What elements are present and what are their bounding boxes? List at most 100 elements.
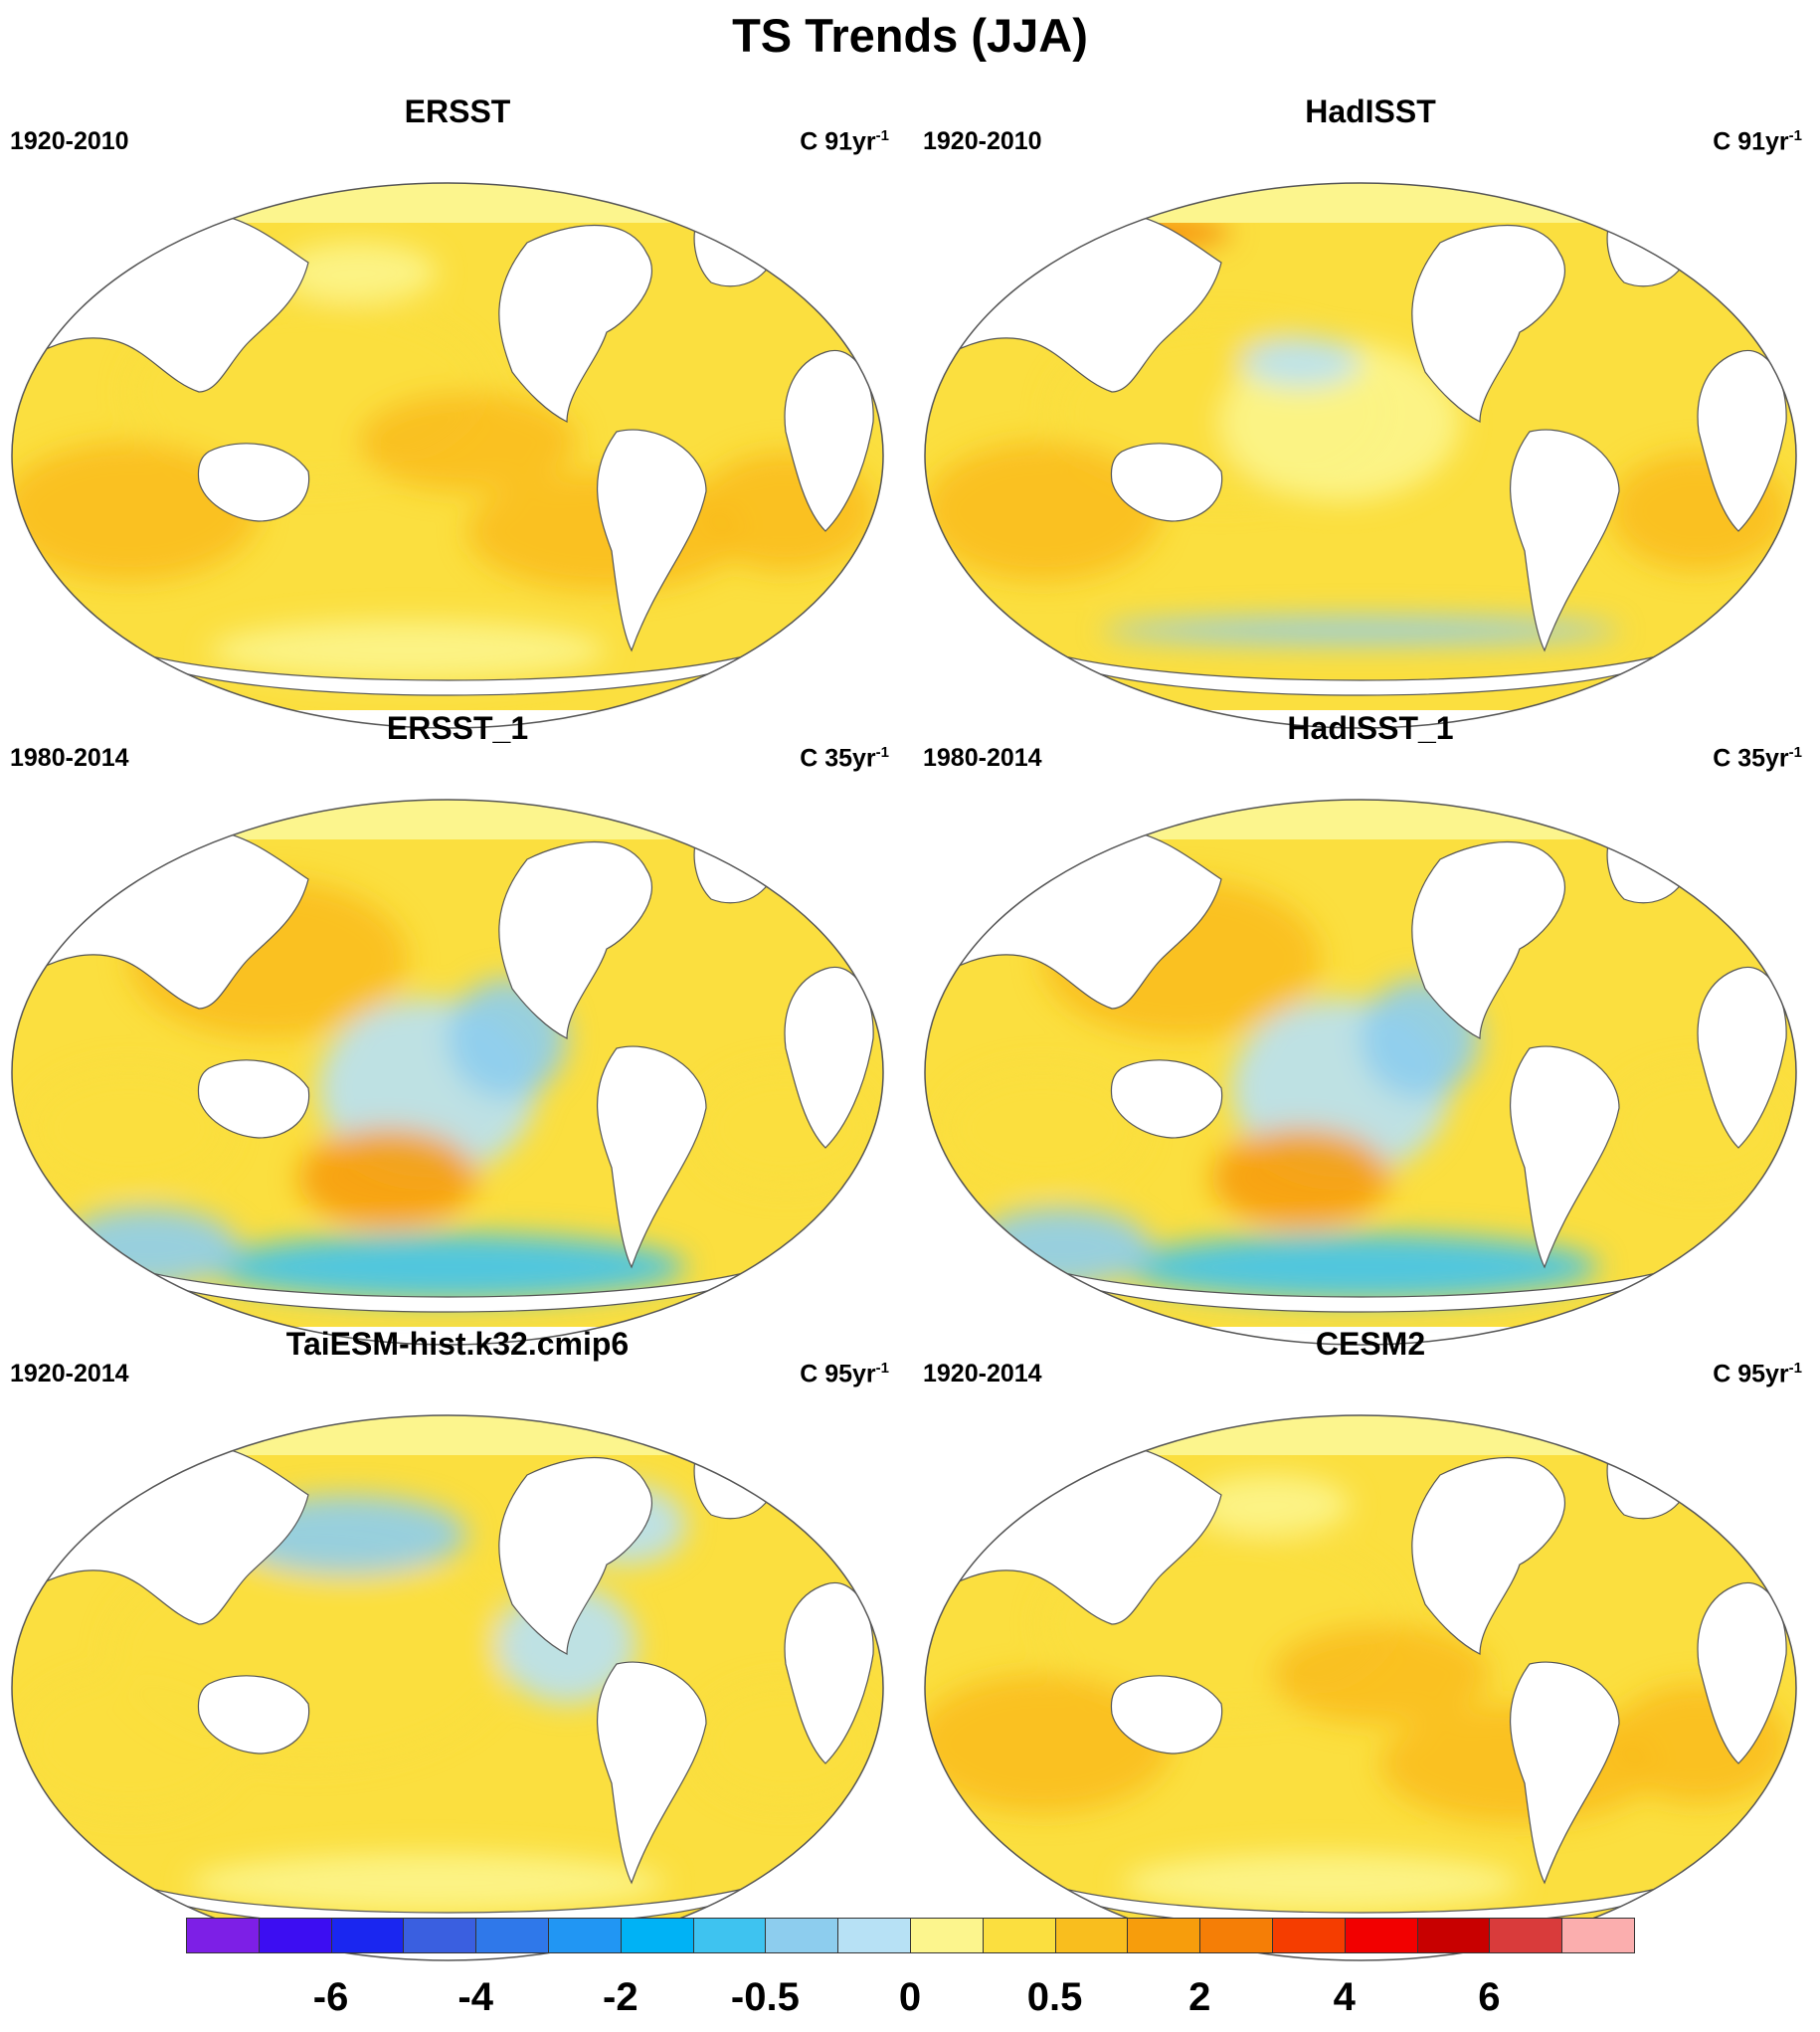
colorbar-swatch bbox=[765, 1918, 839, 1953]
map-outline bbox=[924, 182, 1797, 729]
colorbar-tick-label: -4 bbox=[457, 1975, 493, 2019]
panel-period: 1920-2010 bbox=[923, 127, 1042, 155]
map-svg bbox=[924, 1414, 1797, 1961]
map-outline bbox=[11, 799, 884, 1346]
units-value: 95yr bbox=[824, 1360, 876, 1388]
map-svg bbox=[11, 799, 884, 1346]
colorbar-swatch bbox=[258, 1918, 332, 1953]
units-exponent: -1 bbox=[1788, 127, 1802, 144]
trend-contour bbox=[1122, 1233, 1599, 1301]
land-north-america bbox=[498, 1457, 653, 1655]
land-north-america bbox=[1411, 225, 1566, 423]
units-prefix: C bbox=[1713, 744, 1738, 773]
panel-units: C 91yr-1 bbox=[800, 127, 889, 156]
panel-title: TaiESM-hist.k32.cmip6 bbox=[285, 1326, 630, 1362]
panel-period: 1980-2014 bbox=[10, 744, 129, 772]
colorbar-swatch bbox=[1127, 1918, 1201, 1953]
units-prefix: C bbox=[800, 127, 825, 156]
land-australia bbox=[1110, 1059, 1223, 1139]
units-value: 91yr bbox=[824, 127, 876, 156]
panel-period: 1920-2010 bbox=[10, 127, 129, 155]
colorbar-swatch bbox=[1416, 1918, 1491, 1953]
units-prefix: C bbox=[800, 1360, 825, 1388]
arctic-band bbox=[925, 800, 1796, 839]
panel-period: 1920-2014 bbox=[10, 1360, 129, 1387]
panel-units: C 35yr-1 bbox=[800, 744, 889, 773]
trend-contour bbox=[1122, 1853, 1520, 1913]
colorbar-tick-label: -2 bbox=[603, 1975, 638, 2019]
panel-period: 1980-2014 bbox=[923, 744, 1042, 772]
map-outline bbox=[11, 1414, 884, 1961]
map-panel: ERSST 1920-2010 C 91yr-1 bbox=[10, 93, 905, 729]
trend-contour bbox=[12, 442, 259, 581]
panel-title: ERSST_1 bbox=[386, 710, 529, 746]
panel-period: 1920-2014 bbox=[923, 1360, 1042, 1387]
map-panel: ERSST_1 1980-2014 C 35yr-1 bbox=[10, 710, 905, 1346]
colorbar-tick-label: -0.5 bbox=[730, 1975, 800, 2019]
trend-contour bbox=[925, 1674, 1172, 1813]
colorbar-tick-label: -6 bbox=[312, 1975, 349, 2019]
colorbar-tick-label: 0.5 bbox=[1026, 1975, 1083, 2019]
map-panel: TaiESM-hist.k32.cmip6 1920-2014 C 95yr-1 bbox=[10, 1326, 905, 1961]
colorbar-swatch bbox=[982, 1918, 1056, 1953]
colorbar-swatch bbox=[620, 1918, 694, 1953]
trend-contour bbox=[973, 1207, 1152, 1287]
units-value: 35yr bbox=[824, 744, 876, 773]
land-north-america bbox=[1411, 841, 1566, 1039]
colorbar-swatch bbox=[475, 1918, 549, 1953]
arctic-band bbox=[12, 800, 883, 839]
arctic-band bbox=[925, 183, 1796, 223]
trend-contour bbox=[943, 1068, 1142, 1188]
colorbar-swatch bbox=[1489, 1918, 1563, 1953]
units-value: 35yr bbox=[1737, 744, 1789, 773]
land-south-america bbox=[597, 429, 707, 652]
trend-contour bbox=[1211, 1128, 1390, 1227]
panel-units: C 95yr-1 bbox=[800, 1360, 889, 1388]
units-prefix: C bbox=[1713, 127, 1738, 156]
units-prefix: C bbox=[800, 744, 825, 773]
trend-contour bbox=[925, 442, 1162, 581]
units-value: 95yr bbox=[1737, 1360, 1789, 1388]
map-outline bbox=[11, 182, 884, 729]
units-exponent: -1 bbox=[1788, 744, 1802, 761]
colorbar bbox=[186, 1918, 1635, 1955]
colorbar-tick-label: 0 bbox=[898, 1975, 922, 2019]
units-exponent: -1 bbox=[875, 127, 889, 144]
trend-contour bbox=[1241, 337, 1361, 387]
panel-units: C 95yr-1 bbox=[1713, 1360, 1802, 1388]
units-exponent: -1 bbox=[875, 744, 889, 761]
units-value: 91yr bbox=[1737, 127, 1789, 156]
colorbar-swatch bbox=[910, 1918, 984, 1953]
map-outline bbox=[924, 799, 1797, 1346]
land-south-america bbox=[1510, 1045, 1620, 1269]
units-exponent: -1 bbox=[1788, 1360, 1802, 1377]
land-south-america bbox=[597, 1045, 707, 1269]
trend-contour bbox=[1191, 1475, 1351, 1535]
panel-units: C 35yr-1 bbox=[1713, 744, 1802, 773]
arctic-band bbox=[925, 1415, 1796, 1455]
land-australia bbox=[197, 1059, 310, 1139]
land-south-america bbox=[597, 1661, 707, 1885]
colorbar-tick-label: 4 bbox=[1333, 1975, 1356, 2019]
colorbar-swatch bbox=[548, 1918, 622, 1953]
colorbar-swatch bbox=[403, 1918, 477, 1953]
colorbar-swatch bbox=[837, 1918, 911, 1953]
trend-contour bbox=[20, 1674, 239, 1813]
units-exponent: -1 bbox=[875, 1360, 889, 1377]
land-australia bbox=[1110, 443, 1223, 522]
map-panel: HadISST 1920-2010 C 91yr-1 bbox=[923, 93, 1818, 729]
trend-contour bbox=[209, 621, 607, 680]
figure-title: TS Trends (JJA) bbox=[732, 9, 1088, 62]
trend-contour bbox=[278, 243, 438, 302]
colorbar-tick-label: 6 bbox=[1478, 1975, 1501, 2019]
trend-contour bbox=[1271, 1624, 1490, 1724]
trend-contour bbox=[298, 1128, 477, 1227]
colorbar-swatch bbox=[1272, 1918, 1346, 1953]
land-australia bbox=[1110, 1675, 1223, 1755]
map-panel: CESM2 1920-2014 C 95yr-1 bbox=[923, 1326, 1818, 1961]
trend-contour bbox=[209, 1233, 686, 1301]
land-south-america bbox=[1510, 429, 1620, 652]
colorbar-swatch bbox=[186, 1918, 260, 1953]
land-south-america bbox=[1510, 1661, 1620, 1885]
land-australia bbox=[197, 443, 310, 522]
